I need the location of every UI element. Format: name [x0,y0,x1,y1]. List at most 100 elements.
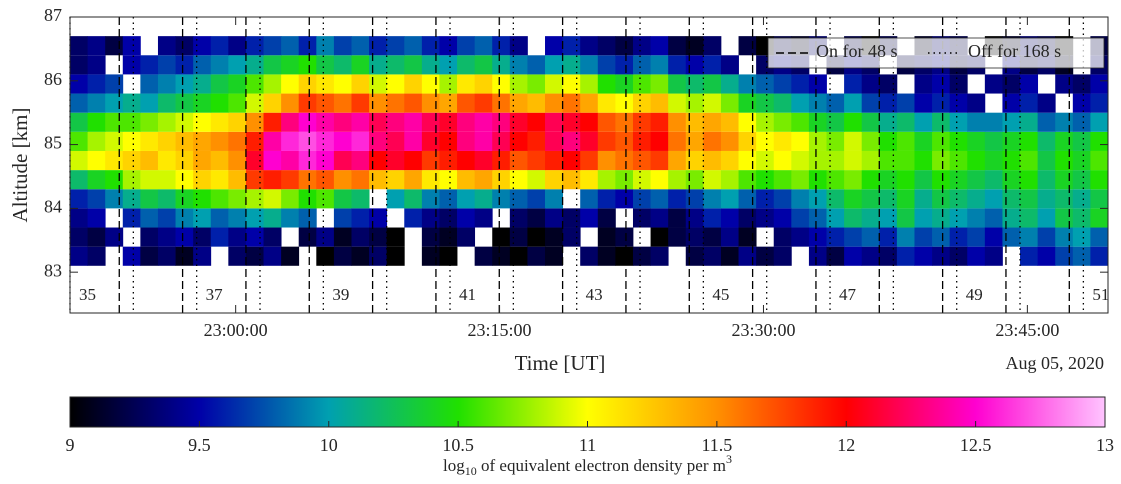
heat-cell [474,131,493,151]
heat-cell [562,150,581,171]
heat-cell [984,246,1003,266]
heat-cell [1072,208,1091,228]
heat-cell [844,131,863,151]
heat-cell [1020,208,1039,228]
heat-cell [826,227,845,247]
heat-cell [668,36,687,56]
heat-cell [404,36,423,56]
heat-cell [1090,227,1109,247]
heat-cell [492,55,511,75]
heat-cell [369,93,388,113]
heat-cell [1055,246,1074,266]
heat-cell [245,55,264,75]
heat-cell [281,208,300,228]
heat-cell [105,112,124,132]
heat-cell [439,112,458,132]
heat-cell [826,189,845,209]
heat-cell [404,170,423,190]
heat-cell [245,189,264,209]
heat-cell [263,208,282,228]
heat-cell [457,55,476,75]
heat-cell [632,189,651,209]
heat-cell [668,189,687,209]
heat-cell [720,227,739,247]
heat-cell [1020,170,1039,190]
heat-cell [105,227,124,247]
heat-cell [351,246,370,266]
heat-cell [650,36,669,56]
heat-cell [527,131,546,151]
heat-cell [914,246,933,266]
heat-cell [509,93,528,113]
heat-cell [808,170,827,190]
y-tick-label: 83 [44,260,62,280]
heat-cell [615,55,634,75]
heat-cell [333,74,352,94]
heat-cell [597,112,616,132]
heat-cell [316,112,335,132]
heat-cell [105,131,124,151]
heat-cell [773,208,792,228]
heat-cell [386,189,405,209]
heat-cell [421,36,440,56]
heat-cell [685,208,704,228]
heat-cell [720,74,739,94]
heat-cell [545,55,564,75]
heat-cell [949,170,968,190]
heat-cell [545,208,564,228]
heat-cell [509,208,528,228]
heat-cell [826,208,845,228]
heat-cell [720,131,739,151]
cycle-label: 43 [586,285,603,304]
heat-cell [580,246,599,266]
heat-cell [245,246,264,266]
heat-cell [1020,112,1039,132]
heat-cell [773,150,792,171]
heat-cell [157,170,176,190]
cycle-label: 47 [839,285,857,304]
heat-cell [175,208,194,228]
heat-cell [1037,131,1056,151]
heat-cell [1002,189,1021,209]
heat-cell [369,55,388,75]
heat-cell [967,246,986,266]
heat-cell [193,208,212,228]
heat-cell [298,55,317,75]
heat-cell [685,170,704,190]
heat-cell [949,189,968,209]
heat-cell [1020,131,1039,151]
heat-cell [1037,246,1056,266]
heat-cell [263,55,282,75]
heat-cell [808,131,827,151]
heat-cell [122,93,141,113]
heat-cell [457,189,476,209]
heat-cell [580,189,599,209]
heat-cell [580,93,599,113]
heat-cell [228,189,247,209]
heat-cell [738,36,757,56]
heat-cell [650,93,669,113]
heat-cell [87,36,106,56]
heat-cell [738,170,757,190]
heat-cell [756,208,775,228]
heat-cell [1002,227,1021,247]
heat-cell [122,208,141,228]
heat-cell [773,74,792,94]
heat-cell [316,189,335,209]
heat-cell [703,93,722,113]
heat-cell [228,150,247,171]
heat-cell [175,170,194,190]
heat-cell [386,55,405,75]
heat-cell [263,36,282,56]
heat-cell [632,246,651,266]
heat-cell [175,112,194,132]
heat-cell [791,189,810,209]
heat-cell [615,170,634,190]
heat-cell [298,208,317,228]
heat-cell [457,170,476,190]
y-tick-label: 84 [44,197,62,217]
heat-cell [1090,74,1109,94]
heat-cell [333,55,352,75]
heat-cell [720,170,739,190]
heat-cell [1020,246,1039,266]
